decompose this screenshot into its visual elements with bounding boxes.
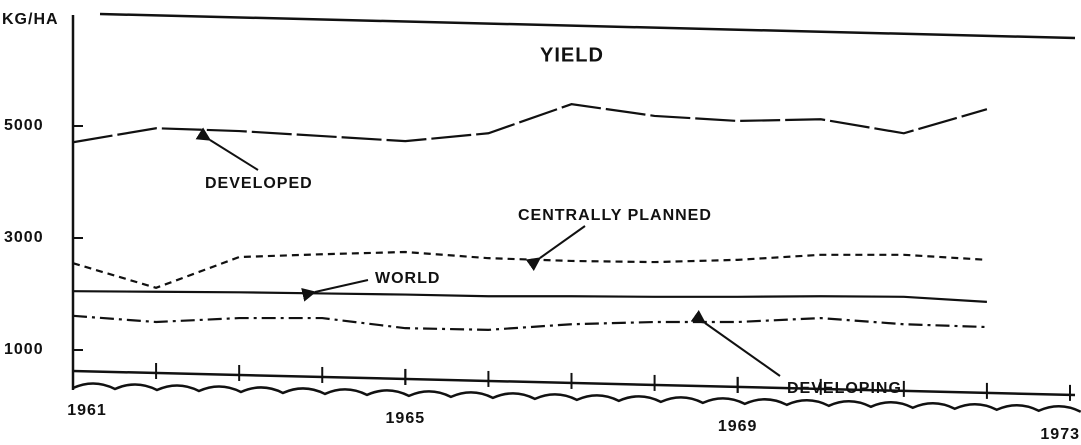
arrow xyxy=(301,279,369,302)
x-tick-label: 1973 xyxy=(1040,426,1080,443)
series-line xyxy=(72,314,987,331)
top-border xyxy=(99,12,1076,40)
x-tick-label: 1961 xyxy=(67,402,107,419)
y-tick-label: 3000 xyxy=(4,229,44,246)
x-axis xyxy=(72,369,1076,397)
y-axis-label: KG/HA xyxy=(2,11,59,28)
x-tick-label: 1969 xyxy=(718,418,758,435)
arrow xyxy=(195,127,259,171)
y-tick-label: 1000 xyxy=(4,341,44,358)
chart-title: YIELD xyxy=(540,44,604,66)
series-label: DEVELOPING xyxy=(787,380,902,397)
series-line xyxy=(72,250,987,289)
arrow xyxy=(525,225,586,272)
y-tick-label: 5000 xyxy=(4,117,44,134)
axis-break xyxy=(72,382,1081,413)
arrow xyxy=(690,310,781,377)
x-tick-label: 1965 xyxy=(386,410,426,427)
series-label: DEVELOPED xyxy=(205,175,313,192)
series-line xyxy=(72,290,987,303)
series-line xyxy=(72,103,988,144)
series-label: WORLD xyxy=(375,270,440,287)
series-label: CENTRALLY PLANNED xyxy=(518,207,712,224)
